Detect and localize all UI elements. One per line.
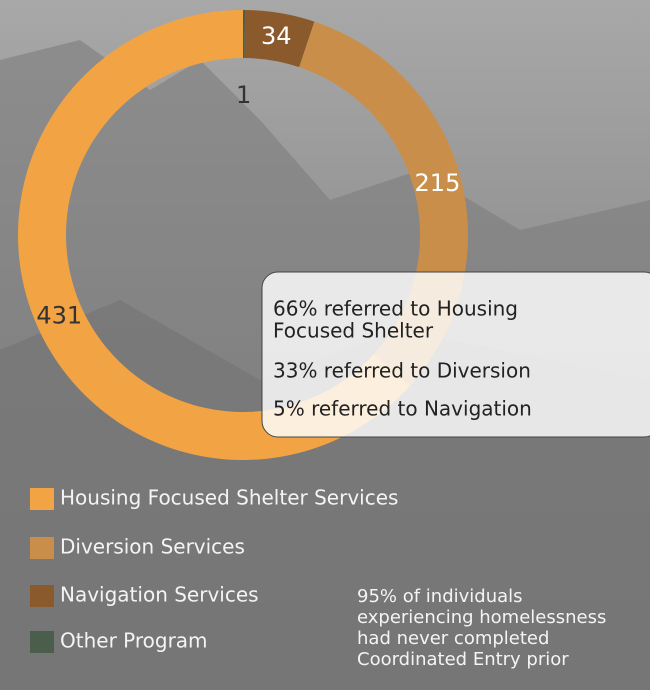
data-label: 215	[415, 169, 461, 197]
note-line: 95% of individuals	[357, 586, 523, 607]
annotation-line: 5% referred to Navigation	[273, 397, 532, 421]
annotation-line: Focused Shelter	[273, 319, 434, 343]
annotation-line: 33% referred to Diversion	[273, 359, 531, 383]
note-line: Coordinated Entry prior	[357, 649, 569, 670]
data-label: 1	[236, 81, 251, 109]
note-line: experiencing homelessness	[357, 607, 606, 628]
legend-label: Housing Focused Shelter Services	[60, 486, 398, 510]
page: 1 34 215 431 66% referred to HousingFocused…	[0, 0, 650, 690]
chart: 1 34 215 431 66% referred to HousingFocused…	[0, 0, 650, 690]
legend-swatch	[30, 631, 54, 653]
legend-label: Diversion Services	[60, 535, 245, 559]
annotation-line: 66% referred to Housing	[273, 297, 518, 321]
legend-swatch	[30, 488, 54, 510]
legend-label: Other Program	[60, 629, 208, 653]
legend-swatch	[30, 537, 54, 559]
legend-swatch	[30, 585, 54, 607]
note-line: had never completed	[357, 628, 549, 649]
data-label: 431	[36, 301, 82, 329]
data-label: 34	[261, 22, 292, 50]
legend-label: Navigation Services	[60, 583, 259, 607]
